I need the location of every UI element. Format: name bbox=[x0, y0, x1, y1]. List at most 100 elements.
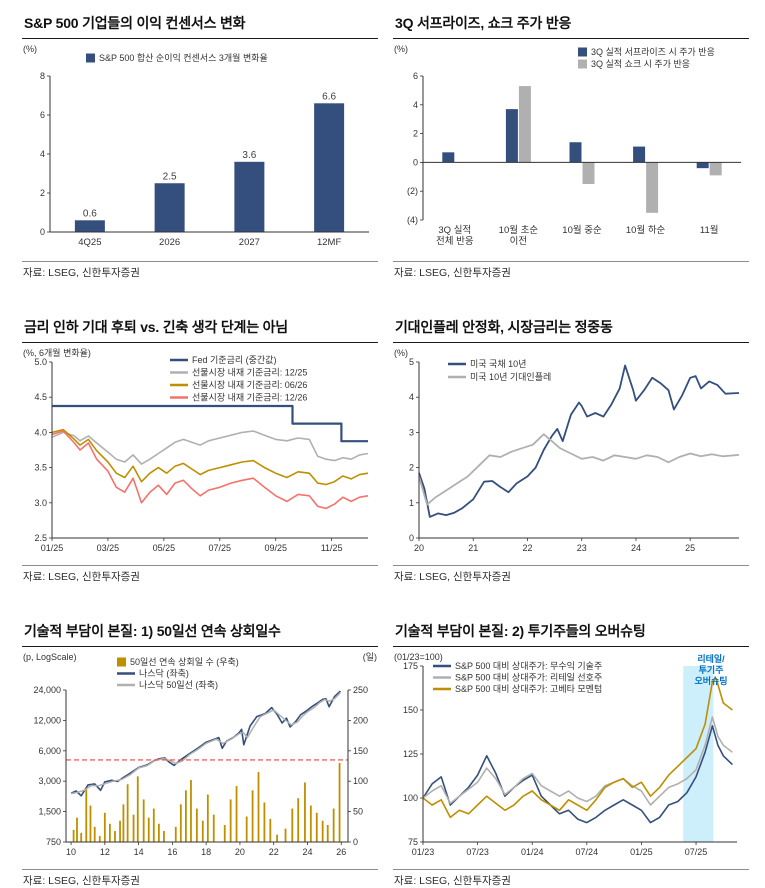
svg-text:22: 22 bbox=[522, 543, 532, 553]
svg-text:10월 하순: 10월 하순 bbox=[626, 224, 666, 236]
svg-text:3Q 실적 쇼크 시 주가 반응: 3Q 실적 쇼크 시 주가 반응 bbox=[591, 58, 690, 69]
source-note-3q-surprise-shock: 자료: LSEG, 신한투자증권 bbox=[393, 261, 749, 280]
svg-text:미국 10년 기대인플레: 미국 10년 기대인플레 bbox=[470, 372, 551, 382]
svg-text:07/25: 07/25 bbox=[685, 847, 708, 857]
svg-text:S&P 500 대비 상대주가: 고베타 모멘텀: S&P 500 대비 상대주가: 고베타 모멘텀 bbox=[455, 683, 602, 694]
svg-text:22: 22 bbox=[269, 847, 279, 857]
svg-text:6,000: 6,000 bbox=[38, 746, 61, 756]
svg-text:24: 24 bbox=[631, 543, 641, 553]
svg-text:이전: 이전 bbox=[510, 236, 527, 247]
svg-text:2: 2 bbox=[40, 188, 45, 198]
svg-text:11/25: 11/25 bbox=[321, 543, 343, 553]
svg-text:14: 14 bbox=[134, 847, 144, 857]
svg-text:(%): (%) bbox=[394, 44, 408, 54]
panel-title-rate-cut-expectations: 금리 인하 기대 후퇴 vs. 긴축 생각 단계는 아님 bbox=[22, 316, 378, 343]
svg-text:3Q 실적 서프라이즈 시 주가 반응: 3Q 실적 서프라이즈 시 주가 반응 bbox=[591, 46, 715, 57]
svg-text:10월 초순: 10월 초순 bbox=[499, 224, 539, 236]
chart-nasdaq-50dma: 750 1,500 3,000 6,000 12,000 24,000 0 50 100 150 2… bbox=[23, 652, 377, 857]
svg-text:S&P 500 대비 상대주가: 리테일 선호주: S&P 500 대비 상대주가: 리테일 선호주 bbox=[455, 673, 602, 683]
panel-speculative-overshoot: 기술적 부담이 본질: 2) 투기주들의 오버슈팅 75 100 125 150 175… bbox=[393, 620, 749, 888]
panel-title-speculative-overshoot: 기술적 부담이 본질: 2) 투기주들의 오버슈팅 bbox=[393, 620, 749, 647]
svg-text:선물시장 내재 기준금리: 12/26: 선물시장 내재 기준금리: 12/26 bbox=[192, 393, 307, 403]
svg-text:01/24: 01/24 bbox=[521, 847, 544, 857]
svg-text:05/25: 05/25 bbox=[153, 543, 176, 553]
svg-text:3.0: 3.0 bbox=[34, 498, 47, 508]
svg-text:200: 200 bbox=[353, 715, 368, 725]
source-note-inflation-expectations: 자료: LSEG, 신한투자증권 bbox=[393, 565, 749, 584]
svg-text:75: 75 bbox=[408, 837, 418, 847]
svg-text:3Q 실적: 3Q 실적 bbox=[438, 224, 471, 236]
svg-text:(p, LogScale): (p, LogScale) bbox=[23, 652, 77, 662]
svg-text:250: 250 bbox=[353, 685, 368, 695]
panel-title-3q-surprise-shock: 3Q 서프라이즈, 쇼크 주가 반응 bbox=[393, 12, 749, 39]
svg-text:6.6: 6.6 bbox=[322, 91, 336, 102]
panel-rate-cut-expectations: 금리 인하 기대 후퇴 vs. 긴축 생각 단계는 아님 2.5 3.0 3.5 4.… bbox=[22, 316, 378, 584]
svg-text:2.5: 2.5 bbox=[163, 171, 177, 182]
svg-text:26: 26 bbox=[336, 847, 346, 857]
svg-text:1: 1 bbox=[409, 498, 414, 508]
svg-text:(%): (%) bbox=[394, 348, 408, 358]
svg-text:전체 반응: 전체 반응 bbox=[436, 236, 474, 247]
svg-text:Fed 기준금리 (중간값): Fed 기준금리 (중간값) bbox=[192, 354, 276, 365]
svg-text:0: 0 bbox=[413, 157, 418, 167]
svg-text:(2): (2) bbox=[407, 186, 418, 196]
chart-rate-cut-expectations: 2.5 3.0 3.5 4.0 4.5 5.0 01/25 03/25 05/25 07/25 09… bbox=[23, 347, 369, 553]
svg-text:2027: 2027 bbox=[239, 237, 260, 248]
source-note-rate-cut-expectations: 자료: LSEG, 신한투자증권 bbox=[22, 565, 378, 584]
svg-text:미국 국채 10년: 미국 국채 10년 bbox=[470, 359, 526, 369]
svg-text:01/25: 01/25 bbox=[630, 847, 653, 857]
chart-grid: S&P 500 기업들의 이익 컨센서스 변화 0.6 2.5 3.6 6.6 0 2 4 6… bbox=[22, 12, 749, 888]
svg-text:5.0: 5.0 bbox=[34, 357, 47, 367]
panel-title-nasdaq-50dma: 기술적 부담이 본질: 1) 50일선 연속 상회일수 bbox=[22, 620, 378, 647]
svg-text:01/23: 01/23 bbox=[412, 847, 435, 857]
svg-text:6: 6 bbox=[413, 71, 418, 81]
svg-text:25: 25 bbox=[685, 543, 695, 553]
svg-text:3: 3 bbox=[409, 427, 414, 437]
svg-text:2: 2 bbox=[409, 463, 414, 473]
svg-text:4: 4 bbox=[40, 149, 45, 159]
svg-text:01/25: 01/25 bbox=[41, 543, 64, 553]
svg-text:2.5: 2.5 bbox=[34, 533, 47, 543]
svg-text:50일선 연속 상회일 수 (우축): 50일선 연속 상회일 수 (우축) bbox=[130, 657, 239, 667]
svg-text:23: 23 bbox=[577, 543, 587, 553]
svg-text:175: 175 bbox=[403, 661, 418, 671]
panel-title-eps-consensus: S&P 500 기업들의 이익 컨센서스 변화 bbox=[22, 12, 378, 39]
svg-text:10: 10 bbox=[66, 847, 76, 857]
svg-text:4: 4 bbox=[413, 100, 418, 110]
svg-text:(일): (일) bbox=[363, 652, 377, 662]
panel-title-inflation-expectations: 기대인플레 안정화, 시장금리는 정중동 bbox=[393, 316, 749, 343]
svg-text:0.6: 0.6 bbox=[83, 208, 97, 219]
svg-text:09/25: 09/25 bbox=[264, 543, 287, 553]
svg-text:(%): (%) bbox=[23, 44, 37, 54]
svg-text:S&P 500 합산 순이익 컨센서스 3개월 변화율: S&P 500 합산 순이익 컨센서스 3개월 변화율 bbox=[99, 52, 268, 63]
svg-text:12: 12 bbox=[100, 847, 110, 857]
svg-text:(4): (4) bbox=[407, 215, 418, 225]
svg-text:750: 750 bbox=[46, 837, 61, 847]
svg-text:2026: 2026 bbox=[159, 237, 180, 248]
svg-text:50: 50 bbox=[353, 807, 363, 817]
svg-text:07/23: 07/23 bbox=[466, 847, 489, 857]
svg-text:0: 0 bbox=[353, 837, 358, 847]
svg-text:12,000: 12,000 bbox=[33, 715, 61, 725]
svg-text:선물시장 내재 기준금리: 12/25: 선물시장 내재 기준금리: 12/25 bbox=[192, 368, 307, 378]
svg-text:100: 100 bbox=[403, 793, 418, 803]
panel-3q-surprise-shock: 3Q 서프라이즈, 쇼크 주가 반응 (4) (2) 0 2 4 6 3Q 실적 전체 반응 1… bbox=[393, 12, 749, 280]
svg-text:150: 150 bbox=[353, 746, 368, 756]
svg-text:0: 0 bbox=[40, 227, 45, 237]
svg-text:24: 24 bbox=[302, 847, 312, 857]
svg-text:4Q25: 4Q25 bbox=[78, 237, 101, 248]
svg-text:07/24: 07/24 bbox=[576, 847, 599, 857]
svg-text:1,500: 1,500 bbox=[38, 807, 61, 817]
svg-text:(%, 6개월 변화율): (%, 6개월 변화율) bbox=[23, 347, 91, 358]
svg-text:4.0: 4.0 bbox=[34, 427, 47, 437]
svg-text:0: 0 bbox=[409, 533, 414, 543]
svg-text:21: 21 bbox=[468, 543, 478, 553]
svg-text:11월: 11월 bbox=[700, 224, 719, 236]
panel-eps-consensus: S&P 500 기업들의 이익 컨센서스 변화 0.6 2.5 3.6 6.6 0 2 4 6… bbox=[22, 12, 378, 280]
panel-inflation-expectations: 기대인플레 안정화, 시장금리는 정중동 0 1 2 3 4 5 20 21 22 23 24 25(… bbox=[393, 316, 749, 584]
svg-text:2: 2 bbox=[413, 129, 418, 139]
svg-text:18: 18 bbox=[201, 847, 211, 857]
svg-text:S&P 500 대비 상대주가: 무수익 기술주: S&P 500 대비 상대주가: 무수익 기술주 bbox=[455, 660, 602, 671]
